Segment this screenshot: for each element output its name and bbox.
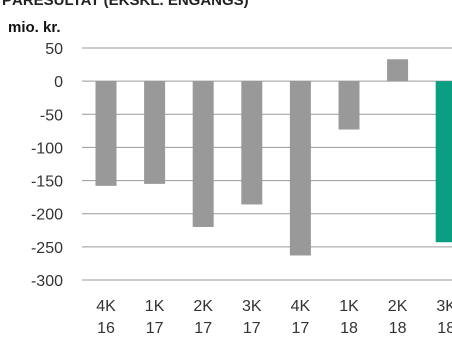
bar-4k-17: [289, 81, 311, 256]
bar-4k-16: [95, 81, 117, 186]
x-tick-year: 18: [340, 320, 358, 337]
x-tick-quarter: 2K: [193, 298, 213, 315]
x-tick-year: 17: [243, 320, 261, 337]
bar-2k-17: [192, 81, 214, 227]
y-tick-label: 0: [54, 74, 63, 91]
chart-title: PÅRESULTAT (EKSKL. ENGANGS): [2, 0, 249, 9]
y-tick-label: -100: [31, 140, 63, 157]
y-tick-label: -50: [40, 107, 63, 124]
x-tick-quarter: 4K: [291, 298, 311, 315]
x-tick-quarter: 1K: [145, 298, 165, 315]
y-tick-label: -150: [31, 174, 63, 191]
y-tick-label: -250: [31, 240, 63, 257]
x-tick-quarter: 2K: [388, 298, 408, 315]
x-tick-year: 18: [437, 320, 452, 337]
x-tick-quarter: 1K: [339, 298, 359, 315]
y-axis-unit-label: mio. kr.: [8, 19, 61, 36]
bars: [95, 59, 452, 256]
x-tick-year: 17: [146, 320, 164, 337]
y-tick-label: 50: [45, 41, 63, 58]
bar-3k-17: [241, 81, 263, 205]
gridlines: [82, 47, 452, 281]
y-tick-label: -300: [31, 273, 63, 290]
x-tick-quarter: 3K: [242, 298, 262, 315]
x-tick-quarter: 3K: [436, 298, 452, 315]
bar-3k-18: [435, 81, 452, 243]
x-tick-year: 17: [292, 320, 310, 337]
x-tick-year: 16: [97, 320, 115, 337]
y-axis-ticks: 50 0 -50 -100 -150 -200 -250 -300: [31, 41, 63, 290]
x-tick-quarter: 4K: [96, 298, 116, 315]
x-axis-ticks: 4K 16 1K 17 2K 17 3K 17 4K 17 1K 18 2K 18 3K 18: [96, 298, 452, 337]
bar-2k-18: [387, 59, 409, 82]
bar-1k-17: [144, 81, 166, 184]
x-tick-year: 18: [389, 320, 407, 337]
bar-1k-18: [338, 81, 360, 130]
x-tick-year: 17: [194, 320, 212, 337]
y-tick-label: -200: [31, 207, 63, 224]
